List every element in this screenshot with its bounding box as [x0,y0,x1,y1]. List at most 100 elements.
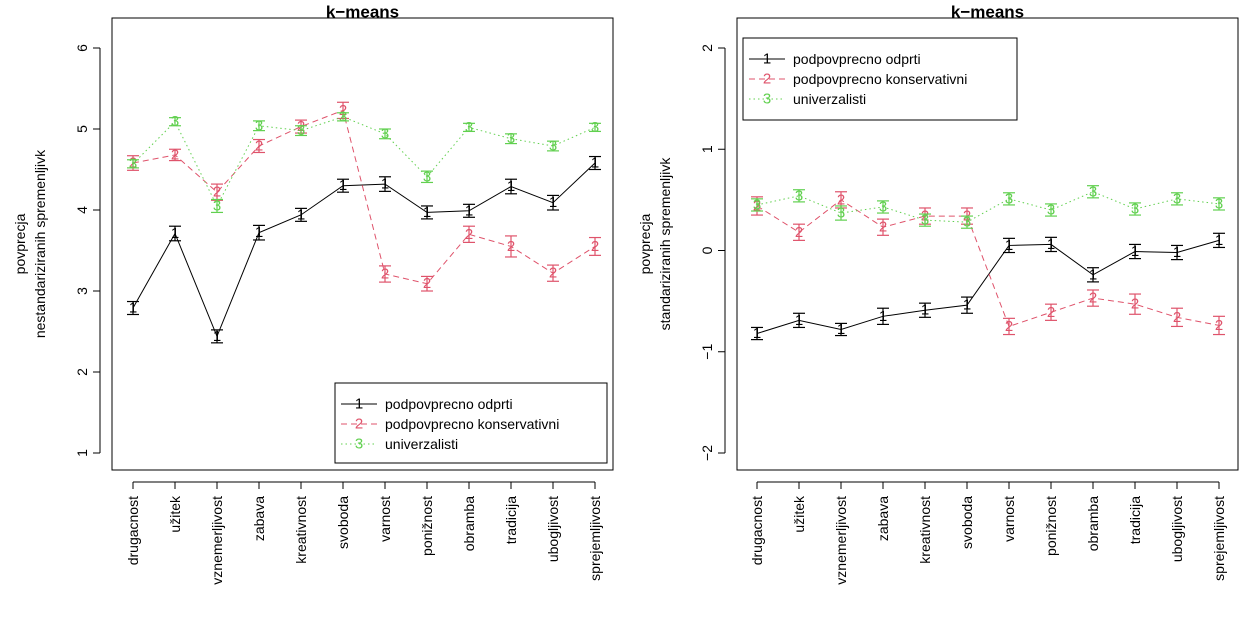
series-line [756,239,1220,335]
y-tick-label: 1 [699,145,715,153]
data-point: 1 [213,328,221,345]
plot-frame [736,17,1239,471]
data-point: 1 [1215,232,1223,249]
data-point: 1 [921,302,929,319]
y-tick-label: −2 [699,445,715,461]
chart-panel-2: k−means −2 −1 0 1 2 povprecja standariziranih s… [637,3,1239,585]
x-tick-label: kreativnost [293,496,309,564]
x-tick-label: svoboda [335,496,351,549]
legend-label: podpovprecno konservativni [385,416,559,432]
series-1: 1 1 1 1 1 1 1 1 1 1 1 1 [751,232,1225,342]
data-point: 3 [1215,195,1223,212]
data-point: 3 [837,205,845,222]
y-axis-label: povprecja [12,213,28,274]
y-tick-label: 3 [74,287,90,295]
legend-marker: 2 [355,416,363,433]
legend-label: podpovprecno odprti [793,51,921,67]
y-axis-label: povprecja [637,213,653,274]
data-point: 2 [423,275,431,292]
x-tick-label: zabava [875,496,891,541]
x-tick-label: varnost [1001,496,1017,542]
data-point: 1 [963,297,971,314]
x-tick-label: ubogljivost [545,496,561,562]
y-tick-label: 0 [699,246,715,254]
data-point: 3 [549,138,557,155]
data-point: 3 [1173,190,1181,207]
data-point: 2 [879,219,887,236]
legend-label: podpovprecno konservativni [793,71,967,87]
data-point: 2 [1005,318,1013,335]
data-point: 2 [795,224,803,241]
data-point: 2 [213,184,221,201]
data-point: 3 [879,198,887,215]
data-point: 2 [1047,304,1055,321]
series-line [132,162,596,338]
data-point: 3 [1005,190,1013,207]
y-tick-label: 2 [699,44,715,52]
data-point: 3 [921,212,929,229]
data-point: 1 [1005,237,1013,254]
data-point: 1 [339,177,347,194]
y-axis-label: nestandariziranih spremenljivk [32,149,48,338]
data-point: 3 [465,119,473,136]
data-point: 3 [423,168,431,185]
x-tick-label: tradicija [1127,496,1143,544]
y-tick-label: 1 [74,449,90,457]
series-1: 1 1 1 1 1 1 1 1 1 1 1 1 [127,155,601,345]
x-tick-label: ponižnost [1043,496,1059,556]
y-tick-label: 5 [74,125,90,133]
data-point: 3 [297,122,305,139]
data-point: 2 [1215,317,1223,334]
series-3: 3 3 3 3 3 3 3 3 3 3 3 3 [751,183,1225,231]
legend-box [742,37,1018,121]
data-point: 1 [549,194,557,211]
y-axis-label: standariziranih spremenljivk [657,157,673,331]
data-point: 2 [171,146,179,163]
legend-marker: 3 [355,436,363,453]
x-tick-label: vznemerljivost [833,496,849,585]
y-tick-label: 4 [74,206,90,214]
data-point: 2 [837,191,845,208]
data-point: 2 [465,226,473,243]
data-point: 2 [255,138,263,155]
data-point: 3 [339,108,347,125]
x-tick-label: vznemerljivost [209,496,225,585]
legend-label: univerzalisti [793,91,866,107]
data-point: 3 [381,125,389,142]
data-point: 3 [129,155,137,172]
y-tick-label: −1 [699,344,715,360]
x-tick-label: varnost [377,496,393,542]
data-point: 3 [1131,200,1139,217]
data-point: 2 [1089,290,1097,307]
data-point: 2 [591,238,599,255]
x-tick-label: sprejemljivost [587,496,603,581]
data-point: 2 [1173,309,1181,326]
data-point: 1 [753,325,761,342]
series-line [756,199,1220,328]
data-point: 1 [1047,236,1055,253]
x-tick-label: užitek [791,495,807,533]
series-2: 222222222222 [127,101,601,292]
data-point: 3 [1047,202,1055,219]
x-tick-label: sprejemljivost [1211,496,1227,581]
data-point: 3 [255,117,263,134]
y-tick-label: 2 [74,368,90,376]
x-tick-label: užitek [167,495,183,533]
data-point: 1 [795,312,803,329]
data-point: 1 [1089,266,1097,283]
data-point: 1 [1173,244,1181,261]
data-point: 1 [507,178,515,195]
x-tick-label: obramba [1085,496,1101,551]
data-point: 3 [753,196,761,213]
data-point: 1 [171,225,179,242]
data-point: 1 [465,202,473,219]
series-line [132,109,596,285]
data-point: 3 [1089,183,1097,200]
x-tick-label: svoboda [959,496,975,549]
plot-frame [111,17,614,471]
data-point: 2 [1131,296,1139,313]
legend-box [334,382,608,464]
x-tick-label: ponižnost [419,496,435,556]
